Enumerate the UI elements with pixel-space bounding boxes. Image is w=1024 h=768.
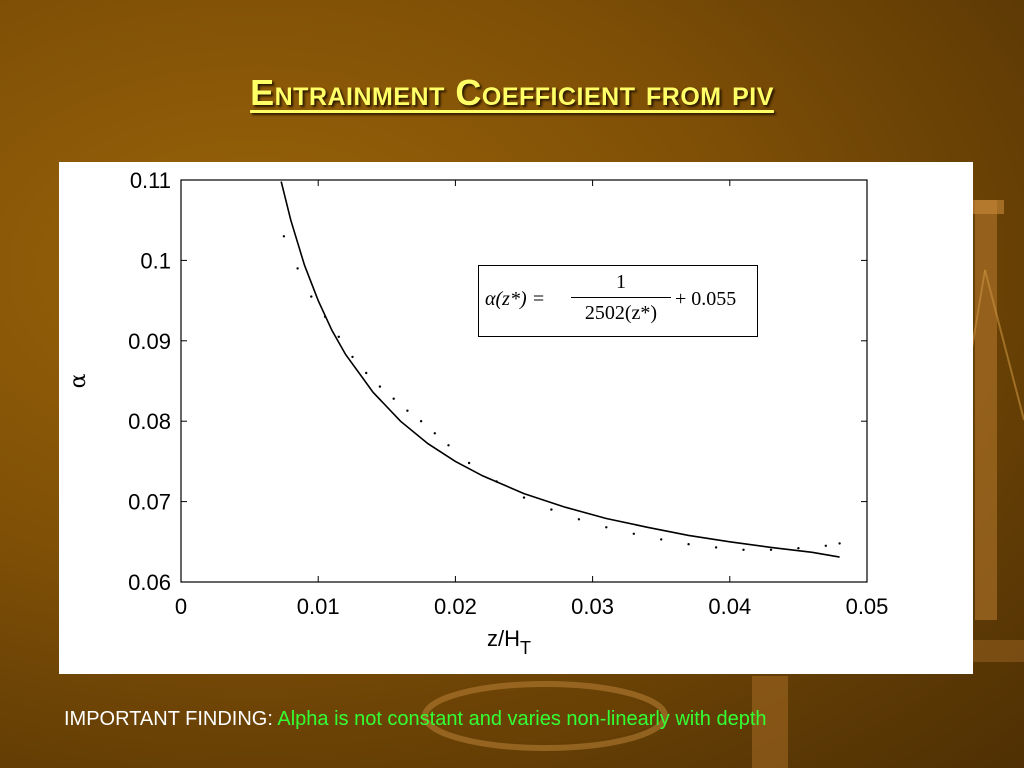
data-point-piv: [769, 548, 773, 551]
footer-lead: IMPORTANT FINDING:: [64, 708, 278, 730]
data-point-piv: [433, 432, 436, 435]
data-point-piv: [365, 371, 368, 375]
x-tick-label: 0.05: [846, 594, 889, 619]
x-tick-label: 0: [175, 594, 187, 619]
data-point-piv: [351, 355, 354, 359]
footer-finding: IMPORTANT FINDING: Alpha is not constant…: [64, 708, 767, 731]
data-point-piv: [660, 538, 663, 541]
data-point-piv: [323, 315, 327, 318]
data-point-piv: [282, 235, 286, 238]
data-point-piv: [838, 542, 841, 545]
data-point-piv: [378, 385, 382, 388]
slide-title: Entrainment Coefficient from piv: [250, 72, 774, 113]
equation-box: α(z*) = 1 2502(z*) + 0.055: [478, 265, 758, 337]
data-point-piv: [522, 496, 526, 499]
y-tick-label: 0.11: [130, 168, 171, 193]
data-point-piv: [447, 444, 450, 447]
data-point-piv: [550, 508, 553, 511]
data-point-piv: [577, 518, 581, 521]
y-tick-label: 0.08: [128, 409, 171, 434]
y-tick-label: 0.09: [128, 329, 171, 354]
x-tick-label: 0.01: [297, 594, 340, 619]
chart-panel: 0 0.01 0.02 0.03 0.04 0.05 0.06 0.07 0.08 0.09 0.…: [59, 162, 973, 674]
data-point-piv: [824, 544, 827, 547]
data-point-piv: [337, 335, 340, 338]
data-point-piv: [296, 267, 299, 270]
equation-denominator: 2502(z*): [584, 302, 658, 324]
data-point-piv: [605, 526, 608, 529]
y-axis-label: α: [66, 373, 91, 388]
data-point-piv: [467, 461, 471, 465]
series-line-fit: [280, 181, 840, 558]
series-layer: [280, 181, 841, 558]
plot-area-frame: [180, 179, 868, 583]
equation-numerator: 1: [616, 271, 626, 293]
data-point-piv: [310, 295, 313, 298]
y-tick-label: 0.1: [140, 248, 171, 273]
data-point-piv: [742, 548, 745, 551]
data-point-piv: [495, 480, 498, 483]
data-point-piv: [406, 409, 409, 412]
data-point-piv: [797, 547, 800, 550]
alpha-vs-depth-chart: 0 0.01 0.02 0.03 0.04 0.05 0.060.070.080.090.…: [66, 168, 889, 658]
data-point-piv: [392, 397, 395, 400]
fraction-bar: [571, 297, 671, 298]
x-axis-ticks: 0 0.01 0.02 0.03 0.04 0.05: [175, 180, 889, 619]
x-tick-label: 0.02: [434, 594, 477, 619]
footer-message: Alpha is not constant and varies non-lin…: [277, 708, 767, 730]
equation-rhs: + 0.055: [675, 288, 737, 310]
x-tick-label: 0.03: [571, 594, 614, 619]
equation-lhs: α(z*) =: [485, 288, 546, 310]
data-point-piv: [687, 543, 690, 546]
equation-fraction: 1 2502(z*): [571, 270, 671, 325]
x-axis-label: z/HT: [487, 626, 531, 658]
data-point-piv: [632, 532, 635, 535]
data-point-piv: [714, 546, 718, 549]
data-point-piv: [419, 420, 423, 423]
y-axis-ticks: 0.06 0.07 0.08 0.09 0.1 0.11: [128, 168, 867, 595]
y-tick-label: 0.07: [128, 490, 171, 515]
x-tick-label: 0.04: [708, 594, 751, 619]
y-tick-label: 0.06: [128, 570, 171, 595]
